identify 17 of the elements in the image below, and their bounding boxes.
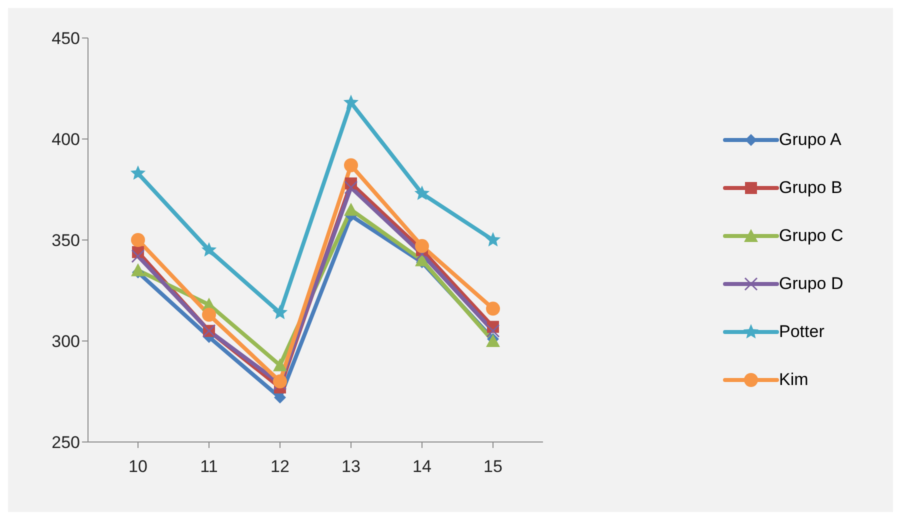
y-tick-label: 350: [52, 231, 80, 250]
y-tick-label: 400: [52, 130, 80, 150]
y-tick-label: 300: [52, 332, 80, 352]
x-tick-label: 15: [484, 457, 502, 476]
x-tick-label: 14: [412, 457, 432, 476]
x-tick-label: 12: [270, 457, 290, 476]
legend-label: Grupo B: [779, 178, 842, 198]
x-tick-label: 11: [200, 457, 218, 476]
x-tick-label: 13: [342, 457, 360, 476]
legend-label: Grupo A: [779, 130, 842, 150]
y-tick-label: 250: [52, 433, 80, 452]
x-tick-label: 10: [128, 457, 148, 476]
legend-label: Grupo C: [779, 226, 844, 246]
legend-label: Kim: [779, 370, 808, 390]
legend-label: Potter: [779, 322, 824, 342]
y-tick-label: 450: [52, 29, 80, 48]
legend-label: Grupo D: [779, 274, 844, 294]
